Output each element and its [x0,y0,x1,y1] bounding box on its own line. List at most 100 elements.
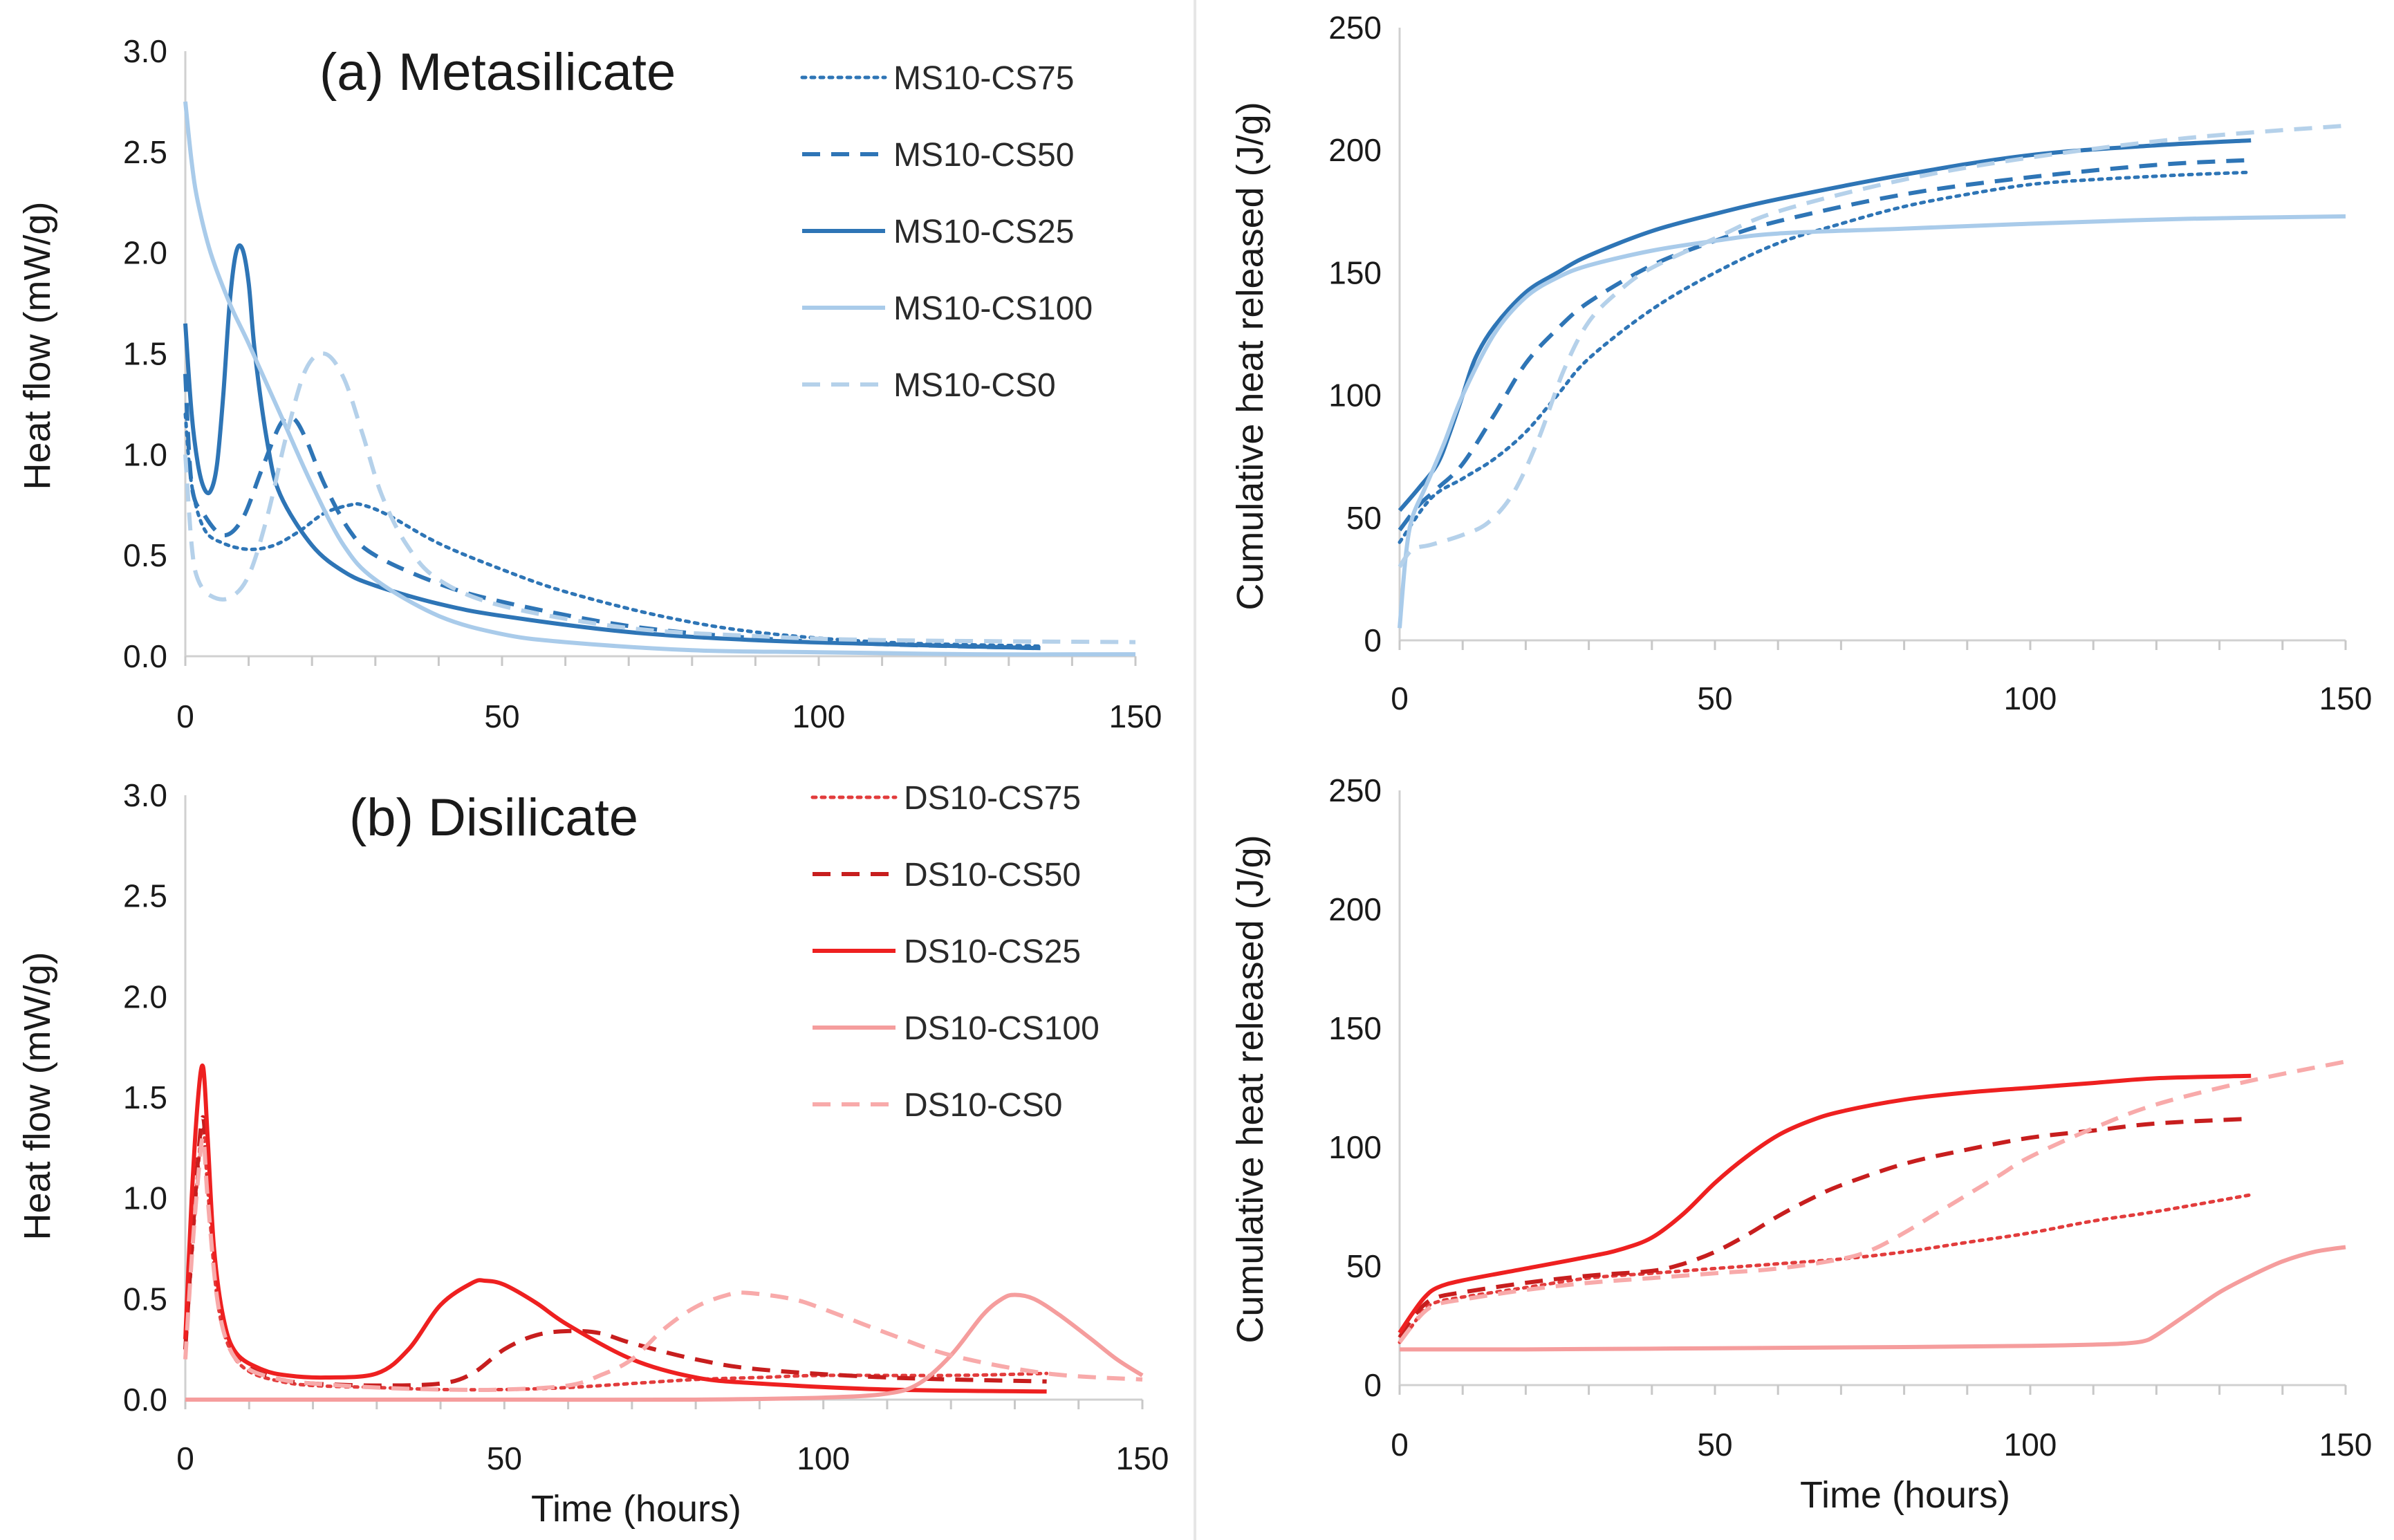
y-tick-label: 2.0 [123,978,167,1014]
series-line-ds10-cs25 [183,1064,1047,1394]
y-tick-label: 0 [1364,1367,1382,1403]
y-tick-label: 1.0 [123,1180,167,1216]
y-tick-label: 100 [1328,1129,1382,1165]
legend-item: MS10-CS50 [802,137,1074,174]
series-line-ds10-cs0 [1398,1059,2346,1344]
chart-cumulative-disilicate: Cumulative heat released (J/g) Time (hou… [1230,772,2372,1516]
y-tick-label: 0.5 [123,1281,167,1317]
x-tick-label: 50 [484,698,519,734]
y-tick-label: 50 [1346,500,1382,536]
y-tick-label: 1.5 [123,336,167,372]
y-tick-label: 100 [1328,378,1382,414]
legend-item: MS10-CS0 [802,367,1056,404]
legend-label: DS10-CS75 [904,780,1081,817]
y-axis-label: Cumulative heat released (J/g) [1230,102,1271,610]
legend-item: DS10-CS0 [813,1087,1062,1124]
legend-label: DS10-CS50 [904,857,1081,893]
x-tick-label: 0 [176,1440,194,1476]
legend-label: MS10-CS50 [893,137,1074,174]
x-tick-label: 150 [2319,680,2373,716]
x-tick-label: 50 [487,1440,522,1476]
plot-area [183,101,1136,657]
series-line-ms10-cs0 [1398,123,2346,568]
series-line-ms10-cs75 [1398,170,2253,544]
x-tick-label: 50 [1697,1427,1732,1463]
x-axis-label: Time (hours) [1800,1474,2010,1516]
x-tick-label: 150 [2319,1427,2373,1463]
legend-label: DS10-CS100 [904,1010,1099,1047]
legend-item: MS10-CS25 [802,214,1074,250]
plot-area [183,1064,1144,1402]
legend-item: DS10-CS50 [813,857,1081,893]
legend-label: MS10-CS25 [893,214,1074,250]
y-tick-label: 2.5 [123,134,167,170]
legend-item: DS10-CS100 [813,1010,1099,1047]
ticks: 0 50 100 150 200 250 0 50 100 150 [1328,10,2372,716]
series-line-ds10-cs100 [1399,1245,2346,1352]
legend-item: MS10-CS100 [802,290,1093,327]
series-line-ms10-cs100 [1398,214,2346,629]
y-tick-label: 0 [1364,622,1382,658]
y-tick-label: 0.5 [123,537,167,573]
y-tick-label: 50 [1346,1248,1382,1284]
y-tick-label: 0.0 [123,1382,167,1418]
y-axis-label: Heat flow (mW/g) [17,201,58,490]
y-tick-label: 3.0 [123,33,167,69]
y-tick-label: 1.5 [123,1079,167,1115]
series-line-ms10-cs100 [183,101,1136,657]
legend-label: DS10-CS0 [904,1087,1062,1124]
series-line-ms10-cs75 [183,412,1043,648]
series-line-ms10-cs25 [183,243,1041,651]
series-line-ms10-cs25 [1398,138,2252,512]
x-tick-label: 0 [176,698,194,734]
series-line-ds10-cs50 [183,1115,1047,1388]
plot-area [1398,1059,2346,1352]
series-line-ds10-cs0 [183,1135,1143,1392]
legend: MS10-CS75 MS10-CS50 MS10-CS25 MS10-CS100 MS1… [800,60,1093,404]
x-tick-label: 0 [1391,680,1409,716]
ticks: 0.0 0.5 1.0 1.5 2.0 2.5 3.0 0 50 100 150 [123,33,1162,734]
chart-title: (a) Metasilicate [319,43,676,102]
chart-heatflow-metasilicate: (a) Metasilicate Heat flow (mW/g) 0.0 0.5… [17,33,1162,734]
x-tick-label: 100 [797,1440,850,1476]
chart-title: (b) Disilicate [349,788,638,847]
y-axis-label: Cumulative heat released (J/g) [1230,835,1271,1343]
x-tick-label: 100 [2004,1427,2057,1463]
series-line-ds10-cs75 [1398,1193,2253,1344]
plot-area [1398,123,2346,629]
y-tick-label: 200 [1328,891,1382,927]
series-line-ds10-cs100 [185,1292,1144,1402]
legend-label: MS10-CS0 [893,367,1056,404]
x-axis-label: Time (hours) [531,1488,741,1530]
y-axis-label: Heat flow (mW/g) [17,952,58,1240]
y-tick-label: 250 [1328,772,1382,808]
series-line-ds10-cs50 [1398,1116,2252,1339]
y-tick-label: 0.0 [123,638,167,674]
y-tick-label: 3.0 [123,777,167,813]
series-line-ms10-cs50 [183,373,1041,651]
y-tick-label: 2.0 [123,235,167,271]
chart-heatflow-disilicate: (b) Disilicate Heat flow (mW/g) Time (ho… [17,777,1169,1530]
x-tick-label: 0 [1391,1427,1409,1463]
legend-item: DS10-CS75 [810,780,1081,817]
legend: DS10-CS75 DS10-CS50 DS10-CS25 DS10-CS100 DS1… [810,780,1099,1124]
series-line-ms10-cs0 [183,351,1136,644]
x-tick-label: 100 [2004,680,2057,716]
legend-item: DS10-CS25 [813,934,1081,970]
series-line-ds10-cs25 [1398,1073,2252,1334]
x-tick-label: 100 [792,698,846,734]
y-tick-label: 1.0 [123,436,167,472]
chart-cumulative-metasilicate: Cumulative heat released (J/g) 0 50 100 150… [1230,10,2372,716]
x-tick-label: 150 [1116,1440,1169,1476]
legend-label: MS10-CS75 [893,60,1074,97]
y-tick-label: 200 [1328,132,1382,168]
y-tick-label: 250 [1328,10,1382,46]
ticks: 0 50 100 150 200 250 0 50 100 150 [1328,772,2372,1463]
legend-label: MS10-CS100 [893,290,1093,327]
x-tick-label: 50 [1697,680,1732,716]
legend-item: MS10-CS75 [800,60,1074,97]
x-tick-label: 150 [1109,698,1162,734]
y-tick-label: 2.5 [123,878,167,914]
legend-label: DS10-CS25 [904,934,1081,970]
